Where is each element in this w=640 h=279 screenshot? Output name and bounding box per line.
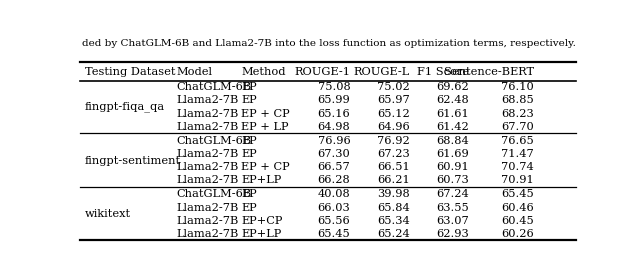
Text: 65.45: 65.45: [501, 189, 534, 199]
Text: fingpt-fiqa_qa: fingpt-fiqa_qa: [85, 102, 165, 112]
Text: EP: EP: [241, 149, 257, 159]
Text: EP + CP: EP + CP: [241, 109, 290, 119]
Text: 71.47: 71.47: [501, 149, 534, 159]
Text: 62.48: 62.48: [436, 95, 469, 105]
Text: 61.61: 61.61: [436, 109, 469, 119]
Text: 68.84: 68.84: [436, 136, 469, 146]
Text: 64.96: 64.96: [377, 122, 410, 132]
Text: 65.99: 65.99: [317, 95, 350, 105]
Text: 60.26: 60.26: [501, 229, 534, 239]
Text: 65.97: 65.97: [377, 95, 410, 105]
Text: Llama2-7B: Llama2-7B: [177, 229, 239, 239]
Text: EP+LP: EP+LP: [241, 229, 282, 239]
Text: 65.12: 65.12: [377, 109, 410, 119]
Text: 76.10: 76.10: [501, 82, 534, 92]
Text: Llama2-7B: Llama2-7B: [177, 95, 239, 105]
Text: EP+CP: EP+CP: [241, 216, 283, 226]
Text: 65.24: 65.24: [377, 229, 410, 239]
Text: 63.55: 63.55: [436, 203, 469, 213]
Text: 68.85: 68.85: [501, 95, 534, 105]
Text: 76.92: 76.92: [377, 136, 410, 146]
Text: 61.69: 61.69: [436, 149, 469, 159]
Text: 66.03: 66.03: [317, 203, 350, 213]
Text: 66.57: 66.57: [317, 162, 350, 172]
Text: Llama2-7B: Llama2-7B: [177, 149, 239, 159]
Text: Llama2-7B: Llama2-7B: [177, 109, 239, 119]
Text: 67.24: 67.24: [436, 189, 469, 199]
Text: 60.46: 60.46: [501, 203, 534, 213]
Text: F1 Score: F1 Score: [417, 67, 469, 77]
Text: 66.28: 66.28: [317, 175, 350, 185]
Text: 65.16: 65.16: [317, 109, 350, 119]
Text: 75.02: 75.02: [377, 82, 410, 92]
Text: ChatGLM-6B: ChatGLM-6B: [177, 189, 252, 199]
Text: 61.42: 61.42: [436, 122, 469, 132]
Text: 67.23: 67.23: [377, 149, 410, 159]
Text: ded by ChatGLM-6B and Llama2-7B into the loss function as optimization terms, re: ded by ChatGLM-6B and Llama2-7B into the…: [83, 39, 577, 48]
Text: fingpt-sentiment: fingpt-sentiment: [85, 156, 181, 165]
Text: Llama2-7B: Llama2-7B: [177, 162, 239, 172]
Text: 68.23: 68.23: [501, 109, 534, 119]
Text: 70.74: 70.74: [501, 162, 534, 172]
Text: Method: Method: [241, 67, 285, 77]
Text: 60.91: 60.91: [436, 162, 469, 172]
Text: EP: EP: [241, 136, 257, 146]
Text: Model: Model: [177, 67, 212, 77]
Text: Testing Dataset: Testing Dataset: [85, 67, 175, 77]
Text: 40.08: 40.08: [317, 189, 350, 199]
Text: 65.56: 65.56: [317, 216, 350, 226]
Text: 62.93: 62.93: [436, 229, 469, 239]
Text: Llama2-7B: Llama2-7B: [177, 175, 239, 185]
Text: Sentence-BERT: Sentence-BERT: [444, 67, 534, 77]
Text: 60.73: 60.73: [436, 175, 469, 185]
Text: wikitext: wikitext: [85, 209, 131, 219]
Text: 65.34: 65.34: [377, 216, 410, 226]
Text: 70.91: 70.91: [501, 175, 534, 185]
Text: Llama2-7B: Llama2-7B: [177, 216, 239, 226]
Text: 75.08: 75.08: [317, 82, 350, 92]
Text: 69.62: 69.62: [436, 82, 469, 92]
Text: ChatGLM-6B: ChatGLM-6B: [177, 82, 252, 92]
Text: 66.21: 66.21: [377, 175, 410, 185]
Text: EP: EP: [241, 95, 257, 105]
Text: ROUGE-L: ROUGE-L: [353, 67, 410, 77]
Text: Llama2-7B: Llama2-7B: [177, 122, 239, 132]
Text: 76.65: 76.65: [501, 136, 534, 146]
Text: ROUGE-1: ROUGE-1: [294, 67, 350, 77]
Text: 64.98: 64.98: [317, 122, 350, 132]
Text: Llama2-7B: Llama2-7B: [177, 203, 239, 213]
Text: 76.96: 76.96: [317, 136, 350, 146]
Text: 39.98: 39.98: [377, 189, 410, 199]
Text: 66.51: 66.51: [377, 162, 410, 172]
Text: 65.84: 65.84: [377, 203, 410, 213]
Text: EP + LP: EP + LP: [241, 122, 289, 132]
Text: EP+LP: EP+LP: [241, 175, 282, 185]
Text: 63.07: 63.07: [436, 216, 469, 226]
Text: EP: EP: [241, 189, 257, 199]
Text: 67.70: 67.70: [501, 122, 534, 132]
Text: EP: EP: [241, 203, 257, 213]
Text: EP: EP: [241, 82, 257, 92]
Text: 65.45: 65.45: [317, 229, 350, 239]
Text: EP + CP: EP + CP: [241, 162, 290, 172]
Text: 67.30: 67.30: [317, 149, 350, 159]
Text: ChatGLM-6B: ChatGLM-6B: [177, 136, 252, 146]
Text: 60.45: 60.45: [501, 216, 534, 226]
